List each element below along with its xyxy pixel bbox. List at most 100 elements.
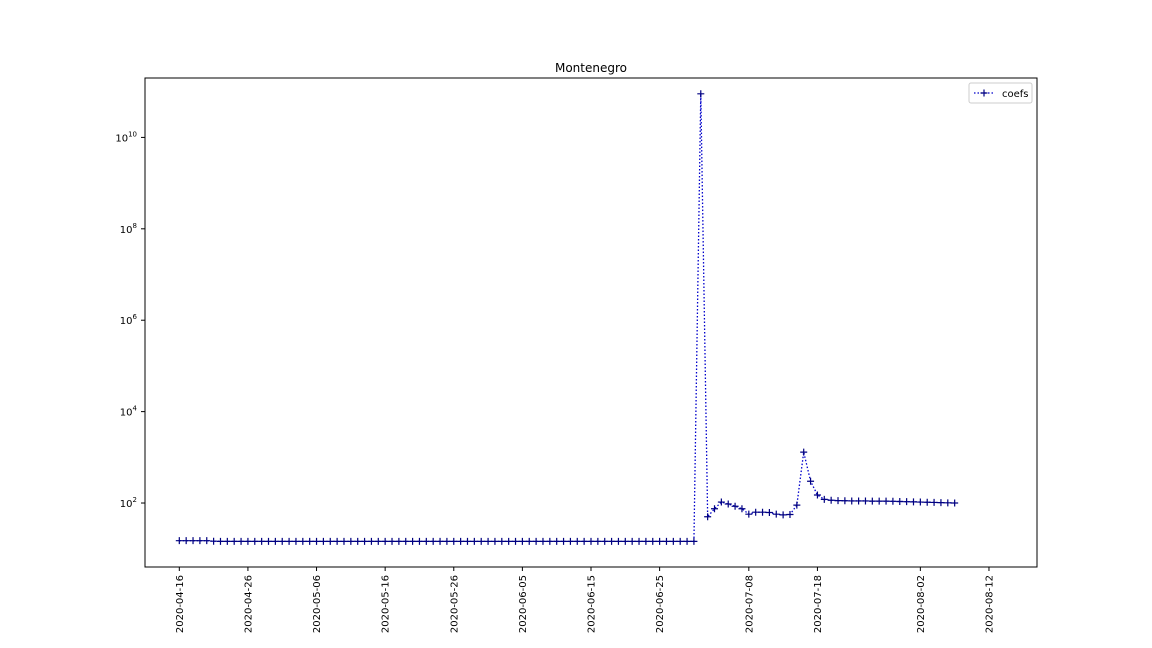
- data-point: [635, 537, 643, 545]
- data-point: [415, 537, 423, 545]
- data-point: [532, 537, 540, 545]
- y-tick-label: 102: [120, 496, 137, 510]
- data-point: [313, 537, 321, 545]
- data-point: [642, 537, 650, 545]
- data-point: [731, 502, 739, 510]
- y-tick-label: 104: [120, 405, 138, 419]
- data-point: [443, 537, 451, 545]
- axes-frame: [144, 77, 1038, 568]
- x-tick-label: 2020-05-16: [381, 575, 392, 633]
- data-point: [855, 497, 863, 505]
- data-point: [930, 498, 938, 506]
- data-point: [820, 495, 828, 503]
- data-point: [265, 537, 273, 545]
- data-point: [827, 496, 835, 504]
- data-point: [759, 508, 767, 516]
- data-point: [292, 537, 300, 545]
- data-point: [299, 537, 307, 545]
- x-tick-label: 2020-05-06: [312, 575, 323, 633]
- data-point: [573, 537, 581, 545]
- data-point: [882, 497, 890, 505]
- data-point: [436, 537, 444, 545]
- data-point: [361, 537, 369, 545]
- data-point: [285, 537, 293, 545]
- chart-title: Montenegro: [555, 61, 627, 75]
- data-point: [848, 497, 856, 505]
- data-point: [834, 497, 842, 505]
- data-point: [614, 537, 622, 545]
- x-tick-label: 2020-04-26: [243, 575, 254, 633]
- data-point: [676, 537, 684, 545]
- data-point: [518, 537, 526, 545]
- data-point: [628, 537, 636, 545]
- data-point: [704, 513, 712, 521]
- x-tick-label: 2020-06-15: [587, 575, 598, 633]
- legend-box: [968, 82, 1033, 104]
- data-point: [347, 537, 355, 545]
- data-point: [429, 537, 437, 545]
- data-point: [608, 537, 616, 545]
- data-point: [896, 497, 904, 505]
- data-point: [546, 537, 554, 545]
- data-point: [621, 537, 629, 545]
- data-point: [649, 537, 657, 545]
- legend: coefs: [968, 82, 1033, 104]
- data-point: [333, 537, 341, 545]
- data-point: [395, 537, 403, 545]
- data-point: [662, 537, 670, 545]
- data-point: [690, 537, 698, 545]
- data-point: [779, 511, 787, 519]
- data-point: [484, 537, 492, 545]
- data-point: [340, 537, 348, 545]
- data-point: [903, 498, 911, 506]
- data-point: [580, 537, 588, 545]
- data-point: [800, 448, 808, 456]
- data-point: [525, 537, 533, 545]
- y-tick-label: 1010: [115, 130, 137, 144]
- data-point: [923, 498, 931, 506]
- data-point: [875, 497, 883, 505]
- y-tick-label: 106: [120, 313, 138, 327]
- x-tick-label: 2020-06-05: [518, 575, 529, 633]
- data-point: [944, 499, 952, 507]
- x-tick-label: 2020-06-25: [655, 575, 666, 633]
- data-point: [916, 498, 924, 506]
- data-point: [326, 537, 334, 545]
- data-point: [587, 537, 595, 545]
- legend-marker-plus: [980, 89, 988, 97]
- data-point: [539, 537, 547, 545]
- data-point: [765, 509, 773, 517]
- data-point: [306, 537, 314, 545]
- data-point: [813, 491, 821, 499]
- data-point: [477, 537, 485, 545]
- data-point: [463, 537, 471, 545]
- data-point: [230, 537, 238, 545]
- data-point: [752, 508, 760, 516]
- data-point: [889, 497, 897, 505]
- data-point: [909, 498, 917, 506]
- data-point: [738, 505, 746, 513]
- data-point: [175, 537, 183, 545]
- x-tick-label: 2020-05-26: [449, 575, 460, 633]
- data-point: [505, 537, 513, 545]
- data-point: [450, 537, 458, 545]
- data-point: [278, 537, 286, 545]
- x-tick-label: 2020-07-08: [744, 575, 755, 633]
- data-point: [182, 537, 190, 545]
- data-point: [258, 537, 266, 545]
- data-point: [374, 537, 382, 545]
- data-point: [498, 537, 506, 545]
- data-point: [786, 511, 794, 519]
- legend-label: coefs: [1002, 89, 1029, 100]
- plot-area: 2020-04-16 2020-04-26 2020-05-06 2020-05-16…: [115, 90, 995, 633]
- data-point: [793, 501, 801, 509]
- data-point: [470, 537, 478, 545]
- data-point: [402, 537, 410, 545]
- data-point: [196, 537, 204, 545]
- data-point: [594, 537, 602, 545]
- data-point: [354, 537, 362, 545]
- data-point: [210, 537, 218, 545]
- data-point: [560, 537, 568, 545]
- data-point: [271, 537, 279, 545]
